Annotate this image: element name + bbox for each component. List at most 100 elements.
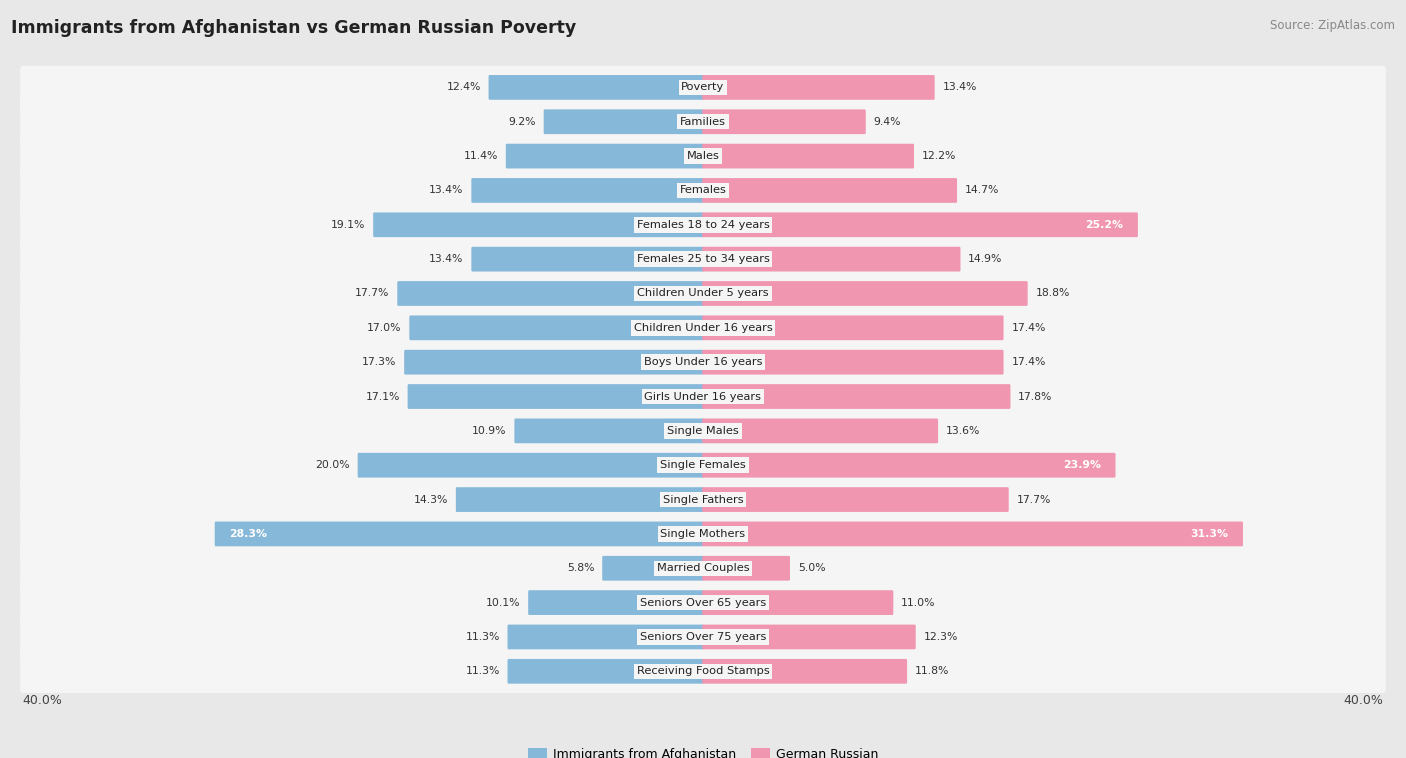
Text: Single Mothers: Single Mothers bbox=[661, 529, 745, 539]
Text: 40.0%: 40.0% bbox=[22, 694, 62, 707]
FancyBboxPatch shape bbox=[506, 144, 704, 168]
FancyBboxPatch shape bbox=[456, 487, 704, 512]
Text: 10.9%: 10.9% bbox=[472, 426, 506, 436]
Text: Males: Males bbox=[686, 151, 720, 161]
Text: 17.4%: 17.4% bbox=[1011, 357, 1046, 367]
FancyBboxPatch shape bbox=[20, 443, 1386, 487]
FancyBboxPatch shape bbox=[20, 306, 1386, 349]
Text: 14.7%: 14.7% bbox=[965, 186, 1000, 196]
Text: 17.1%: 17.1% bbox=[366, 392, 399, 402]
FancyBboxPatch shape bbox=[702, 384, 1011, 409]
Text: 12.2%: 12.2% bbox=[922, 151, 956, 161]
FancyBboxPatch shape bbox=[702, 453, 1115, 478]
FancyBboxPatch shape bbox=[20, 581, 1386, 625]
FancyBboxPatch shape bbox=[20, 203, 1386, 246]
FancyBboxPatch shape bbox=[702, 75, 935, 100]
FancyBboxPatch shape bbox=[20, 650, 1386, 693]
Text: 11.0%: 11.0% bbox=[901, 597, 935, 608]
Text: Receiving Food Stamps: Receiving Food Stamps bbox=[637, 666, 769, 676]
FancyBboxPatch shape bbox=[515, 418, 704, 443]
Text: Single Females: Single Females bbox=[661, 460, 745, 470]
Text: Females 25 to 34 years: Females 25 to 34 years bbox=[637, 254, 769, 264]
Text: 5.8%: 5.8% bbox=[567, 563, 595, 573]
Text: Children Under 16 years: Children Under 16 years bbox=[634, 323, 772, 333]
Text: 5.0%: 5.0% bbox=[797, 563, 825, 573]
FancyBboxPatch shape bbox=[20, 512, 1386, 556]
FancyBboxPatch shape bbox=[702, 590, 893, 615]
Text: Single Fathers: Single Fathers bbox=[662, 494, 744, 505]
Text: 28.3%: 28.3% bbox=[229, 529, 267, 539]
FancyBboxPatch shape bbox=[471, 247, 704, 271]
Text: Boys Under 16 years: Boys Under 16 years bbox=[644, 357, 762, 367]
FancyBboxPatch shape bbox=[702, 659, 907, 684]
FancyBboxPatch shape bbox=[20, 547, 1386, 590]
Text: Single Males: Single Males bbox=[666, 426, 740, 436]
FancyBboxPatch shape bbox=[357, 453, 704, 478]
FancyBboxPatch shape bbox=[215, 522, 704, 547]
FancyBboxPatch shape bbox=[702, 247, 960, 271]
Text: 40.0%: 40.0% bbox=[1344, 694, 1384, 707]
FancyBboxPatch shape bbox=[20, 66, 1386, 109]
FancyBboxPatch shape bbox=[488, 75, 704, 100]
FancyBboxPatch shape bbox=[404, 349, 704, 374]
Text: 11.4%: 11.4% bbox=[464, 151, 498, 161]
FancyBboxPatch shape bbox=[702, 418, 938, 443]
Text: Girls Under 16 years: Girls Under 16 years bbox=[644, 392, 762, 402]
Text: 17.8%: 17.8% bbox=[1018, 392, 1053, 402]
FancyBboxPatch shape bbox=[702, 212, 1137, 237]
Text: Source: ZipAtlas.com: Source: ZipAtlas.com bbox=[1270, 19, 1395, 32]
Text: Seniors Over 65 years: Seniors Over 65 years bbox=[640, 597, 766, 608]
FancyBboxPatch shape bbox=[409, 315, 704, 340]
FancyBboxPatch shape bbox=[702, 315, 1004, 340]
FancyBboxPatch shape bbox=[702, 625, 915, 650]
Text: Married Couples: Married Couples bbox=[657, 563, 749, 573]
FancyBboxPatch shape bbox=[20, 272, 1386, 315]
FancyBboxPatch shape bbox=[20, 340, 1386, 384]
Text: 11.8%: 11.8% bbox=[915, 666, 949, 676]
Text: Females 18 to 24 years: Females 18 to 24 years bbox=[637, 220, 769, 230]
FancyBboxPatch shape bbox=[529, 590, 704, 615]
FancyBboxPatch shape bbox=[702, 281, 1028, 305]
FancyBboxPatch shape bbox=[373, 212, 704, 237]
FancyBboxPatch shape bbox=[20, 134, 1386, 177]
Text: 17.3%: 17.3% bbox=[363, 357, 396, 367]
Text: 19.1%: 19.1% bbox=[330, 220, 366, 230]
Text: 9.4%: 9.4% bbox=[873, 117, 901, 127]
Text: 17.0%: 17.0% bbox=[367, 323, 402, 333]
Text: 12.4%: 12.4% bbox=[447, 83, 481, 92]
Text: 17.7%: 17.7% bbox=[1017, 494, 1050, 505]
Text: Poverty: Poverty bbox=[682, 83, 724, 92]
Legend: Immigrants from Afghanistan, German Russian: Immigrants from Afghanistan, German Russ… bbox=[523, 743, 883, 758]
FancyBboxPatch shape bbox=[20, 409, 1386, 453]
FancyBboxPatch shape bbox=[20, 169, 1386, 212]
Text: 13.4%: 13.4% bbox=[429, 254, 464, 264]
FancyBboxPatch shape bbox=[702, 487, 1008, 512]
FancyBboxPatch shape bbox=[508, 625, 704, 650]
Text: 25.2%: 25.2% bbox=[1085, 220, 1123, 230]
FancyBboxPatch shape bbox=[702, 144, 914, 168]
Text: 11.3%: 11.3% bbox=[465, 666, 499, 676]
FancyBboxPatch shape bbox=[20, 478, 1386, 522]
FancyBboxPatch shape bbox=[20, 615, 1386, 659]
Text: Families: Families bbox=[681, 117, 725, 127]
FancyBboxPatch shape bbox=[602, 556, 704, 581]
Text: 31.3%: 31.3% bbox=[1191, 529, 1229, 539]
Text: Immigrants from Afghanistan vs German Russian Poverty: Immigrants from Afghanistan vs German Ru… bbox=[11, 19, 576, 37]
FancyBboxPatch shape bbox=[508, 659, 704, 684]
FancyBboxPatch shape bbox=[408, 384, 704, 409]
Text: 17.7%: 17.7% bbox=[356, 289, 389, 299]
Text: 13.4%: 13.4% bbox=[942, 83, 977, 92]
Text: 12.3%: 12.3% bbox=[924, 632, 957, 642]
Text: 13.4%: 13.4% bbox=[429, 186, 464, 196]
Text: 20.0%: 20.0% bbox=[315, 460, 350, 470]
Text: Seniors Over 75 years: Seniors Over 75 years bbox=[640, 632, 766, 642]
FancyBboxPatch shape bbox=[702, 522, 1243, 547]
FancyBboxPatch shape bbox=[702, 556, 790, 581]
Text: 23.9%: 23.9% bbox=[1063, 460, 1101, 470]
Text: 11.3%: 11.3% bbox=[465, 632, 499, 642]
Text: 14.9%: 14.9% bbox=[969, 254, 1002, 264]
FancyBboxPatch shape bbox=[398, 281, 704, 305]
Text: 13.6%: 13.6% bbox=[946, 426, 980, 436]
FancyBboxPatch shape bbox=[702, 109, 866, 134]
Text: 17.4%: 17.4% bbox=[1011, 323, 1046, 333]
